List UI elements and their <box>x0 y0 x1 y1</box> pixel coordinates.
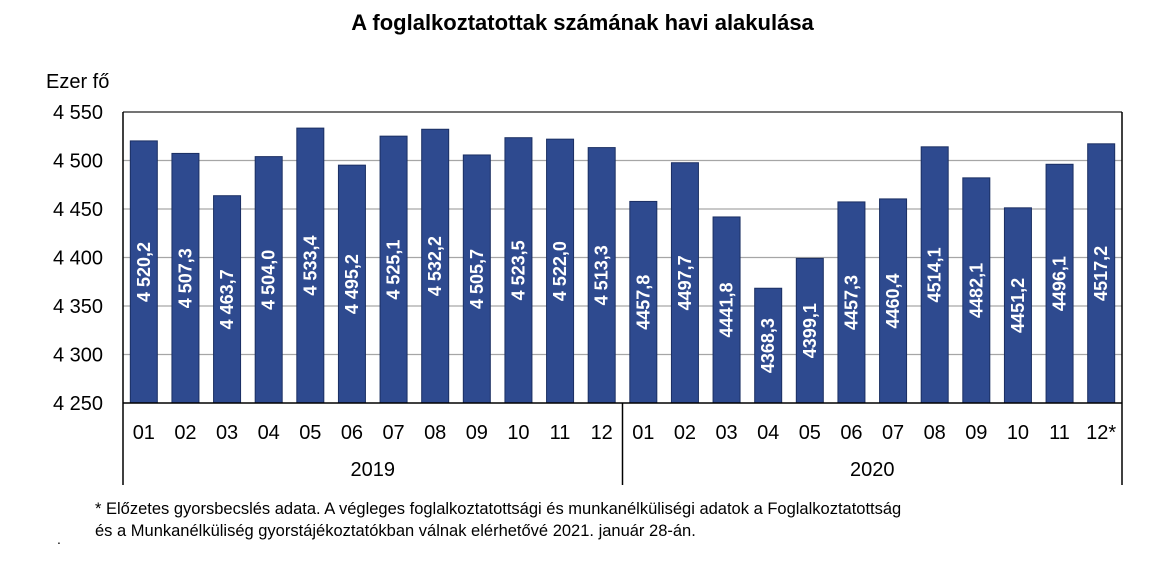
bar <box>1087 143 1116 404</box>
bars: 4 520,2 4 507,3 4 463,7 4 504,0 4 533,4 4 495… <box>129 127 1116 404</box>
bar <box>587 147 616 404</box>
bar <box>754 287 783 404</box>
bar <box>1003 207 1032 404</box>
bar <box>670 162 699 404</box>
footnote-marker: . <box>57 531 61 547</box>
bar <box>837 201 866 404</box>
x-tick-label: 01 <box>133 422 155 444</box>
chart-title: A foglalkoztatottak számának havi alakul… <box>351 10 814 35</box>
year-group-label: 2019 <box>351 459 396 481</box>
bar-data-label: 4441,8 <box>717 282 737 337</box>
x-tick-label: 09 <box>965 422 987 444</box>
x-tick-label: 10 <box>507 422 529 444</box>
bar-data-label: 4 513,3 <box>592 245 612 305</box>
bar <box>129 140 158 404</box>
bar-data-label: 4460,4 <box>883 273 903 328</box>
footnote-line-2: és a Munkanélküliség gyorstájékoztatókba… <box>95 522 696 540</box>
bar-data-label: 4517,2 <box>1091 246 1111 301</box>
bar-data-label: 4514,1 <box>925 247 945 302</box>
bar-data-label: 4 522,0 <box>550 241 570 301</box>
x-tick-label: 06 <box>840 422 862 444</box>
x-tick-label: 07 <box>882 422 904 444</box>
bar-data-label: 4 523,5 <box>508 240 528 300</box>
bar <box>962 177 991 404</box>
bar <box>795 257 824 404</box>
x-tick-label: 12* <box>1086 422 1116 444</box>
bar <box>546 138 575 404</box>
bar <box>337 164 366 404</box>
bar-data-label: 4 504,0 <box>259 250 279 310</box>
bar-data-label: 4 495,2 <box>342 254 362 314</box>
year-groups: 2019 2020 <box>122 403 1123 485</box>
y-tick-label: 4 450 <box>53 199 103 221</box>
y-tick-label: 4 400 <box>53 248 103 270</box>
x-tick-label: 01 <box>632 422 654 444</box>
bar-data-label: 4 520,2 <box>134 242 154 302</box>
bar-data-label: 4451,2 <box>1008 278 1028 333</box>
bar-data-label: 4 533,4 <box>300 236 320 296</box>
x-tick-label: 05 <box>299 422 321 444</box>
x-tick-label: 05 <box>799 422 821 444</box>
y-axis-label: Ezer fő <box>46 71 109 93</box>
x-tick-label: 04 <box>757 422 779 444</box>
bar-data-label: 4399,1 <box>800 303 820 358</box>
bar <box>462 154 491 404</box>
x-tick-label: 02 <box>674 422 696 444</box>
footnote: * Előzetes gyorsbecslés adata. A véglege… <box>95 498 901 542</box>
bar-data-label: 4497,7 <box>675 255 695 310</box>
bar-data-label: 4 532,2 <box>425 236 445 296</box>
bar <box>879 198 908 404</box>
x-tick-label: 04 <box>258 422 280 444</box>
x-tick-label: 11 <box>1049 422 1070 444</box>
bar <box>379 135 408 404</box>
y-tick-label: 4 500 <box>53 151 103 173</box>
bar-data-label: 4482,1 <box>966 263 986 318</box>
x-tick-label: 06 <box>341 422 363 444</box>
year-group-label: 2020 <box>850 459 895 481</box>
bar-data-label: 4 507,3 <box>175 248 195 308</box>
bar-data-label: 4496,1 <box>1050 256 1070 311</box>
bar <box>712 216 741 404</box>
bar-data-label: 4457,3 <box>841 275 861 330</box>
x-tick-label: 10 <box>1007 422 1029 444</box>
x-tick-label: 02 <box>174 422 196 444</box>
y-tick-label: 4 550 <box>53 102 103 124</box>
x-tick-label: 12 <box>591 422 613 444</box>
bar-data-label: 4457,8 <box>633 275 653 330</box>
x-tick-label: 07 <box>382 422 404 444</box>
bar <box>421 128 450 404</box>
bar-data-label: 4368,3 <box>758 318 778 373</box>
x-tick-labels: 01 02 03 04 05 06 07 08 09 10 11 12 01 02 03 04 05 06 07 08… <box>133 422 1117 444</box>
x-tick-label: 08 <box>424 422 446 444</box>
y-tick-label: 4 250 <box>53 393 103 415</box>
bar-data-label: 4 463,7 <box>217 269 237 329</box>
x-tick-label: 03 <box>715 422 737 444</box>
bar-data-label: 4 505,7 <box>467 249 487 309</box>
bar <box>629 200 658 404</box>
bar <box>920 146 949 404</box>
y-tick-labels: 4 250 4 300 4 350 4 400 4 450 4 500 4 550 <box>53 102 103 415</box>
x-tick-label: 11 <box>550 422 571 444</box>
y-tick-label: 4 300 <box>53 345 103 367</box>
footnote-line-1: * Előzetes gyorsbecslés adata. A véglege… <box>95 500 902 518</box>
x-tick-label: 09 <box>466 422 488 444</box>
x-tick-label: 08 <box>924 422 946 444</box>
y-tick-label: 4 350 <box>53 296 103 318</box>
bar-data-label: 4 525,1 <box>384 240 404 300</box>
x-tick-label: 03 <box>216 422 238 444</box>
